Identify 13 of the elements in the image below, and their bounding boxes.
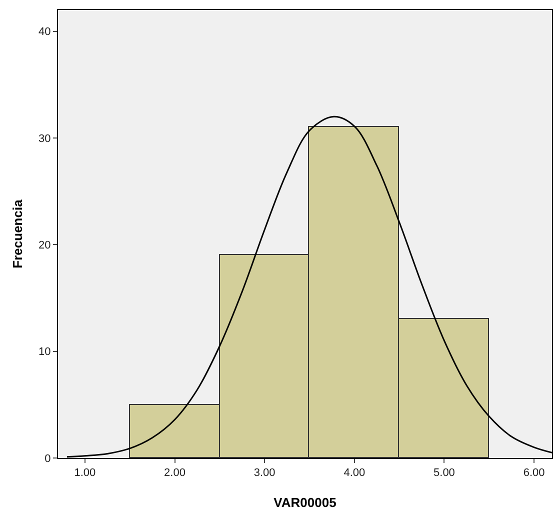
- y-tick-label: 20: [38, 240, 51, 252]
- y-tick-label: 40: [38, 26, 51, 38]
- x-tick-label: 1.00: [74, 467, 96, 480]
- x-tick-label: 2.00: [164, 467, 186, 480]
- x-tick-label: 3.00: [254, 467, 276, 480]
- x-tick-label: 6.00: [523, 467, 545, 480]
- y-tick-label: 0: [44, 452, 51, 465]
- y-tick-label: 30: [38, 132, 51, 145]
- y-tick-label: 10: [38, 346, 51, 358]
- y-axis-title: Frecuencia: [10, 198, 25, 268]
- x-tick-label: 5.00: [434, 467, 455, 480]
- x-axis-title: VAR00005: [274, 495, 336, 510]
- x-tick-label: 4.00: [344, 467, 366, 480]
